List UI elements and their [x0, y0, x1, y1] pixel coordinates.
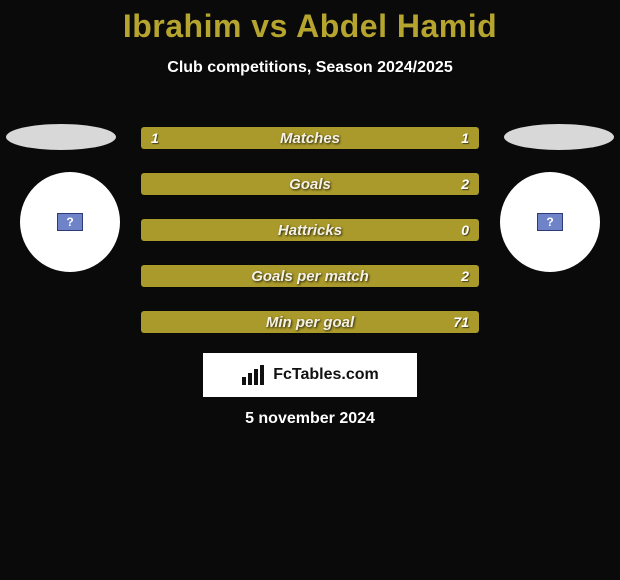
- player-right-badge: [500, 172, 600, 272]
- stat-row: Min per goal 71: [140, 310, 480, 334]
- stat-row: Goals 2: [140, 172, 480, 196]
- player-right-avatar: [504, 124, 614, 150]
- shield-icon: [57, 213, 83, 231]
- date-label: 5 november 2024: [0, 410, 620, 428]
- stat-bar-right: [141, 265, 479, 287]
- shield-icon: [537, 213, 563, 231]
- brand-box: FcTables.com: [203, 353, 417, 397]
- stat-bar-right: [141, 311, 479, 333]
- player-left-avatar: [6, 124, 116, 150]
- stats-container: 1 Matches 1 Goals 2 Hattricks 0 Goals pe…: [140, 126, 480, 356]
- bars-icon: [241, 365, 267, 385]
- stat-bar-right: [310, 127, 479, 149]
- stat-row: Goals per match 2: [140, 264, 480, 288]
- stat-bar-right: [141, 173, 479, 195]
- player-left-badge: [20, 172, 120, 272]
- stat-bar-left: [141, 127, 310, 149]
- brand-label: FcTables.com: [273, 366, 379, 384]
- stat-row: Hattricks 0: [140, 218, 480, 242]
- stat-row: 1 Matches 1: [140, 126, 480, 150]
- subtitle: Club competitions, Season 2024/2025: [0, 59, 620, 77]
- page-title: Ibrahim vs Abdel Hamid: [0, 0, 620, 45]
- stat-bar-right: [141, 219, 479, 241]
